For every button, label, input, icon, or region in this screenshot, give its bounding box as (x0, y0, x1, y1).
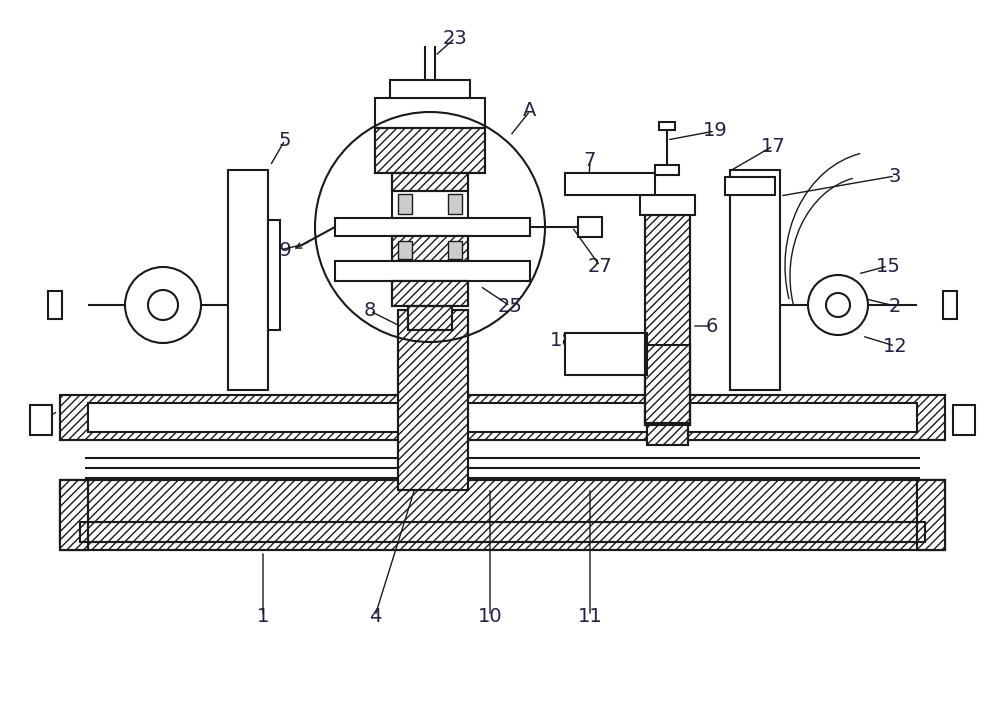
Bar (408, 306, 452, 330)
Text: 15: 15 (876, 256, 900, 275)
Bar (335, 218, 530, 236)
Bar (60, 395, 945, 440)
Text: 17: 17 (761, 136, 785, 155)
Text: A: A (523, 102, 537, 121)
Text: 27: 27 (588, 256, 612, 275)
Bar (80, 522, 925, 542)
Text: 14: 14 (953, 412, 977, 431)
Text: 11: 11 (578, 606, 602, 626)
Circle shape (148, 290, 178, 320)
Text: 19: 19 (703, 121, 727, 140)
Bar (60, 395, 945, 440)
Bar (398, 241, 412, 259)
Bar (645, 345, 690, 425)
Text: 2: 2 (889, 297, 901, 316)
Text: 5: 5 (279, 131, 291, 150)
Bar (647, 423, 688, 445)
Text: 25: 25 (498, 297, 522, 316)
Bar (375, 128, 485, 173)
Text: 18: 18 (550, 332, 574, 350)
Bar (398, 310, 468, 490)
Bar (448, 194, 462, 214)
Bar (390, 80, 470, 98)
Bar (335, 261, 530, 281)
Bar (655, 165, 679, 175)
Text: 7: 7 (584, 152, 596, 171)
Bar (88, 403, 917, 432)
Text: 23: 23 (443, 28, 467, 47)
Bar (392, 281, 468, 306)
Text: 6: 6 (706, 316, 718, 335)
Text: 29: 29 (268, 241, 292, 260)
Text: 3: 3 (889, 167, 901, 186)
Bar (392, 191, 468, 218)
Bar (917, 480, 945, 550)
Bar (645, 215, 690, 425)
Bar (659, 122, 675, 130)
Text: 12: 12 (883, 337, 907, 356)
Text: 8: 8 (364, 301, 376, 321)
Bar (60, 480, 88, 550)
Circle shape (125, 267, 201, 343)
Bar (730, 170, 780, 390)
Text: 4: 4 (369, 606, 381, 626)
Bar (392, 236, 468, 261)
Circle shape (808, 275, 868, 335)
Bar (80, 522, 925, 542)
Bar (578, 217, 602, 237)
Bar (398, 310, 468, 490)
Bar (645, 215, 690, 425)
Bar (647, 423, 688, 445)
Bar (640, 195, 695, 215)
Text: 10: 10 (478, 606, 502, 626)
Bar (392, 281, 468, 306)
Bar (392, 173, 468, 191)
Bar (392, 236, 468, 261)
Bar (30, 405, 52, 435)
Text: 1: 1 (257, 606, 269, 626)
Bar (392, 173, 468, 191)
Bar (448, 241, 462, 259)
Bar (943, 291, 957, 319)
Bar (565, 333, 647, 375)
Bar (48, 291, 62, 319)
Bar (375, 98, 485, 128)
Bar (228, 170, 268, 390)
Bar (725, 177, 775, 195)
Bar (565, 173, 655, 195)
Circle shape (826, 293, 850, 317)
Text: 13: 13 (30, 412, 54, 431)
Bar (953, 405, 975, 435)
Bar (917, 480, 945, 550)
Bar (645, 345, 690, 425)
Bar (398, 194, 412, 214)
Text: 16: 16 (616, 361, 640, 381)
Bar (375, 128, 485, 173)
Bar (60, 480, 945, 550)
Bar (268, 220, 280, 330)
Bar (408, 306, 452, 330)
Bar (60, 480, 88, 550)
